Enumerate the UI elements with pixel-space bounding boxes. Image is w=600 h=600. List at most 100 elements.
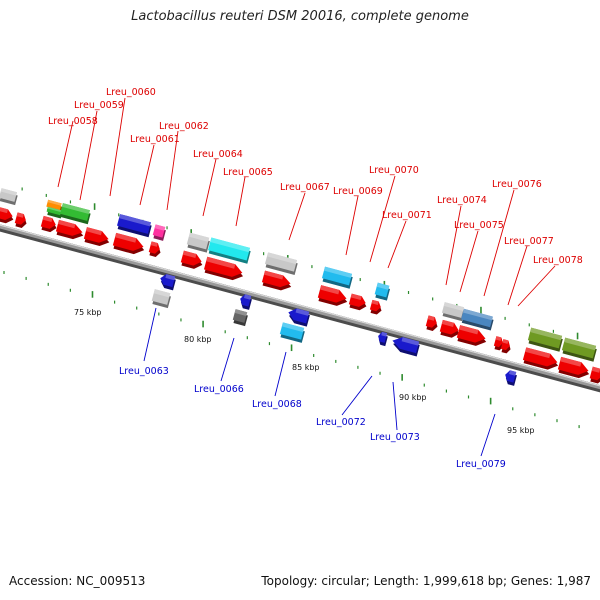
gene-label-forward: Lreu_0078: [533, 255, 583, 266]
leader-line: [483, 189, 515, 297]
leader-line: [517, 265, 556, 307]
gene-label-forward: Lreu_0067: [280, 182, 330, 193]
cds-reverse: [505, 370, 517, 386]
leader-line: [480, 413, 496, 457]
leader-line: [166, 130, 179, 211]
gene-darkgrey: [232, 309, 248, 327]
cds: [522, 347, 559, 370]
gene-blue: [116, 214, 152, 238]
cds: [348, 293, 367, 311]
feature-layer: [0, 188, 600, 386]
gene-label-reverse: Lreu_0068: [252, 399, 302, 410]
cds: [317, 285, 348, 306]
cds: [456, 325, 487, 346]
gene-steel: [461, 308, 494, 331]
gene-label-forward: Lreu_0062: [159, 121, 209, 132]
gene-label-forward: Lreu_0058: [48, 116, 98, 127]
leader-line: [143, 307, 157, 362]
leader-line: [387, 220, 407, 269]
gene-label-forward: Lreu_0065: [223, 167, 273, 178]
cds: [261, 270, 292, 291]
gene-label-forward: Lreu_0077: [504, 236, 554, 247]
leader-line: [274, 351, 287, 397]
scale-label: 80 kbp: [184, 335, 212, 344]
cds: [40, 215, 57, 233]
gene-grey: [151, 289, 171, 309]
accession-text: Accession: NC_009513: [9, 574, 146, 588]
gene-green: [46, 206, 63, 219]
leader-line: [220, 337, 235, 382]
scale-label: 85 kbp: [292, 363, 320, 372]
gene-cyan: [207, 237, 251, 264]
scale-label: 90 kbp: [399, 393, 427, 402]
scale-label: 75 kbp: [74, 308, 102, 317]
leader-line: [445, 205, 462, 286]
gene-label-forward: Lreu_0076: [492, 179, 542, 190]
leader-line: [288, 192, 306, 241]
gene-label-reverse: Lreu_0073: [370, 432, 420, 443]
leader-line: [392, 381, 398, 431]
backbone-highlight: [0, 224, 600, 387]
gene-label-forward: Lreu_0060: [106, 87, 156, 98]
gene-label-forward: Lreu_0064: [193, 149, 243, 160]
gene-label-forward: Lreu_0071: [382, 210, 432, 221]
leader-line: [345, 195, 359, 256]
gene-label-forward: Lreu_0061: [130, 134, 180, 145]
cds-reverse: [378, 331, 388, 347]
cds: [557, 356, 590, 379]
leader-line: [369, 175, 396, 263]
gene-olive: [527, 327, 563, 352]
gene-magenta: [152, 224, 166, 241]
leader-line: [79, 110, 98, 201]
gene-cyan: [279, 322, 305, 343]
gene-label-reverse: Lreu_0063: [119, 366, 169, 377]
map-title: Lactobacillus reuteri DSM 20016, complet…: [131, 9, 469, 24]
leader-line: [57, 120, 74, 188]
cds-reverse: [392, 337, 420, 357]
scale-label: 95 kbp: [507, 426, 535, 435]
cds: [493, 336, 504, 351]
leader-line: [109, 97, 126, 197]
gene-grey: [186, 232, 210, 253]
leader-line: [202, 158, 217, 217]
cds: [500, 339, 511, 354]
leader-line: [507, 245, 528, 306]
label-leaders: [57, 97, 556, 457]
cds: [83, 227, 110, 247]
leader-line: [459, 230, 479, 293]
gene-cyan: [374, 282, 391, 301]
cds: [0, 206, 14, 224]
cds: [14, 212, 27, 228]
gene-label-reverse: Lreu_0066: [194, 384, 244, 395]
gene-label-forward: Lreu_0074: [437, 195, 487, 206]
cds: [369, 299, 382, 315]
cds-reverse: [240, 294, 252, 310]
gene-labels: Lreu_0058 Lreu_0059 Lreu_0060 Lreu_0061 Lreu…: [48, 87, 583, 470]
cds: [180, 250, 203, 269]
backbone-line: [0, 224, 600, 390]
cds-reverse: [160, 274, 176, 291]
cds: [589, 366, 600, 384]
gene-label-reverse: Lreu_0079: [456, 459, 506, 470]
leader-line: [235, 176, 246, 227]
leader-line: [139, 144, 155, 206]
gene-label-forward: Lreu_0070: [369, 165, 419, 176]
cds: [439, 319, 460, 338]
gene-green: [60, 203, 91, 225]
gene-label-forward: Lreu_0059: [74, 100, 124, 111]
leader-line: [341, 375, 373, 416]
cds: [203, 256, 244, 281]
genome-backbone: [0, 224, 600, 393]
scale-labels: 75 kbp 80 kbp 85 kbp 90 kbp 95 kbp: [74, 308, 535, 435]
gene-cyan: [321, 266, 353, 289]
gene-grey: [0, 188, 18, 206]
cds: [112, 232, 145, 255]
gene-label-reverse: Lreu_0072: [316, 417, 366, 428]
cds-reverse: [288, 308, 310, 327]
cds: [425, 315, 438, 331]
gene-grey: [441, 302, 465, 322]
genome-summary: Topology: circular; Length: 1,999,618 bp…: [261, 574, 591, 588]
gene-label-forward: Lreu_0075: [454, 220, 504, 231]
cds: [55, 219, 84, 240]
